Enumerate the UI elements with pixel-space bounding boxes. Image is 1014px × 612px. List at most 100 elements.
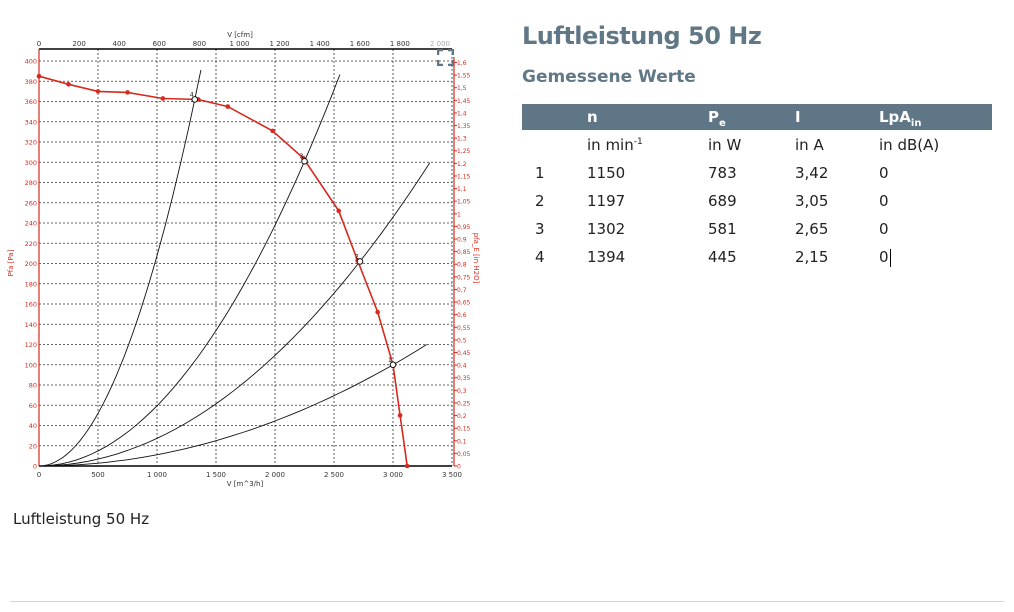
x-top-tick-label: 800 <box>193 40 206 48</box>
fan-curve-point <box>125 90 130 95</box>
y-right-tick-label: 0,95 <box>457 224 471 231</box>
y-right-tick-label: 1,05 <box>457 199 471 206</box>
section-title: Gemessene Werte <box>522 67 696 87</box>
fan-curve-point <box>95 89 101 94</box>
table-cell: 1 <box>535 164 545 182</box>
y-tick-label: 180 <box>25 280 37 288</box>
unit-cell: in W <box>708 136 742 154</box>
y-right-tick-label: 1,2 <box>457 161 467 168</box>
y-right-tick-label: 1,25 <box>457 148 471 155</box>
y-right-tick-label: 0,1 <box>457 438 467 445</box>
y-tick-label: 120 <box>25 341 37 349</box>
fan-curve-point <box>336 208 342 214</box>
fan-curve-point <box>225 104 231 109</box>
y-right-tick-label: 1,3 <box>457 136 467 143</box>
y-right-tick-label: 0,5 <box>457 337 467 344</box>
operating-point-label: 3 <box>300 153 304 160</box>
fan-curve-point <box>270 128 275 134</box>
y-tick-label: 80 <box>29 382 37 390</box>
table-cell: 581 <box>708 220 737 238</box>
fan-curve-point <box>36 73 42 79</box>
table-cell: 1302 <box>587 220 626 238</box>
y-tick-label: 20 <box>29 442 37 450</box>
y-right-tick-label: 1,35 <box>457 123 471 130</box>
x-tick-label: 1 500 <box>206 471 226 479</box>
y-tick-label: 0 <box>33 463 37 471</box>
y-right-axis-label: pfa_E [in H2O] <box>472 233 480 284</box>
y-tick-label: 60 <box>29 402 37 410</box>
expand-icon[interactable] <box>437 49 454 66</box>
operating-point <box>389 361 397 369</box>
x-tick-label: 2 500 <box>324 471 344 479</box>
y-right-tick-label: 0,2 <box>457 413 467 420</box>
x-top-tick-label: 200 <box>72 40 85 48</box>
y-tick-label: 200 <box>25 260 37 268</box>
y-right-tick-label: 0,55 <box>457 325 471 332</box>
x-top-tick-label: 1 000 <box>229 40 249 48</box>
table-cell: 2,15 <box>795 248 829 266</box>
y-right-tick-label: 0,25 <box>457 400 471 407</box>
y-tick-label: 140 <box>25 321 37 329</box>
x-axis-label: V [m^3/h] <box>227 480 264 488</box>
x-tick-label: 3 000 <box>383 471 403 479</box>
col-lpa: LpAin <box>879 108 922 129</box>
fan-curve-point <box>397 413 403 418</box>
x-top-tick-label: 1 800 <box>390 40 410 48</box>
table-cell: 3,05 <box>795 192 829 210</box>
operating-point-label: 2 <box>355 253 359 260</box>
operating-point <box>356 258 364 265</box>
fan-curve-point <box>375 309 380 315</box>
fan-curve-point <box>404 463 410 469</box>
system-curve <box>38 69 202 467</box>
y-right-tick-label: 0,05 <box>457 451 471 458</box>
x-top-axis-label: V [cfm] <box>227 31 253 39</box>
table-cell: 1394 <box>587 248 626 266</box>
unit-cell: in min-1 <box>587 136 643 154</box>
y-right-tick-label: 1,1 <box>457 186 467 193</box>
table-cell: 4 <box>535 248 545 266</box>
y-right-tick-label: 0,7 <box>457 287 467 294</box>
y-right-tick-label: 0,15 <box>457 426 471 433</box>
x-top-tick-label: 600 <box>153 40 166 48</box>
x-tick-label: 3 500 <box>442 471 462 479</box>
y-tick-label: 40 <box>29 422 37 430</box>
y-tick-label: 360 <box>25 98 37 106</box>
table-cell: 0 <box>879 220 889 238</box>
y-right-tick-label: 0,3 <box>457 388 467 395</box>
table-cell: 3 <box>535 220 545 238</box>
y-tick-label: 380 <box>25 78 37 86</box>
table-cell: 2,65 <box>795 220 829 238</box>
y-tick-label: 300 <box>25 159 37 167</box>
table-cell: 1197 <box>587 192 626 210</box>
y-right-tick-label: 1,6 <box>457 60 467 67</box>
y-right-tick-label: 1 <box>457 211 461 218</box>
y-right-tick-label: 1,15 <box>457 173 471 180</box>
operating-point <box>191 96 199 103</box>
y-tick-label: 100 <box>25 361 37 369</box>
fan-curve-point <box>66 81 71 87</box>
x-top-tick-label: 1 600 <box>350 40 370 48</box>
system-curve <box>38 344 427 467</box>
x-tick-label: 2 000 <box>265 471 285 479</box>
operating-point <box>301 157 308 165</box>
y-tick-label: 340 <box>25 118 37 126</box>
page-title: Luftleistung 50 Hz <box>522 22 762 50</box>
table-cell: 3,42 <box>795 164 829 182</box>
y-right-tick-label: 1,45 <box>457 98 471 105</box>
chart-caption: Luftleistung 50 Hz <box>13 510 150 528</box>
system-curve <box>38 74 341 467</box>
x-top-tick-label: 1 200 <box>270 40 290 48</box>
table-cell: 445 <box>708 248 737 266</box>
table-cell: 0 <box>879 248 891 267</box>
y-right-tick-label: 0,35 <box>457 375 471 382</box>
table-cell: 1150 <box>587 164 626 182</box>
y-right-tick-label: 0,9 <box>457 237 467 244</box>
unit-cell: in A <box>795 136 824 154</box>
x-tick-label: 1 000 <box>147 471 167 479</box>
y-right-tick-label: 0,85 <box>457 249 471 256</box>
col-n: n <box>587 108 598 126</box>
y-tick-label: 280 <box>25 179 37 187</box>
y-right-tick-label: 0,4 <box>457 363 467 370</box>
table-cell: 0 <box>879 192 889 210</box>
operating-point-label: 4 <box>190 91 194 98</box>
